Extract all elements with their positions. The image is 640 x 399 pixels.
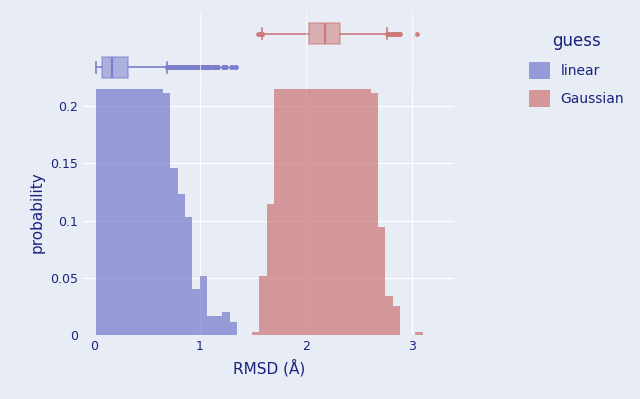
Bar xyxy=(356,0,363,335)
Bar xyxy=(415,332,422,335)
Bar xyxy=(148,0,156,335)
Bar xyxy=(363,0,371,335)
Bar xyxy=(193,289,200,335)
Bar xyxy=(111,0,118,335)
Bar xyxy=(163,93,170,335)
Bar xyxy=(133,0,140,335)
Bar xyxy=(103,0,111,335)
X-axis label: RMSD (Å): RMSD (Å) xyxy=(233,359,305,376)
Bar xyxy=(222,312,230,335)
Bar xyxy=(333,0,341,335)
Bar xyxy=(371,93,378,335)
Bar xyxy=(177,194,185,335)
Bar xyxy=(214,316,222,335)
Bar xyxy=(207,316,214,335)
PathPatch shape xyxy=(102,57,129,78)
Bar xyxy=(326,0,333,335)
Bar xyxy=(378,227,385,335)
Bar xyxy=(200,276,207,335)
Bar xyxy=(267,204,274,335)
Y-axis label: probability: probability xyxy=(30,171,45,253)
Bar xyxy=(125,0,133,335)
Bar xyxy=(296,0,304,335)
Bar xyxy=(185,217,193,335)
PathPatch shape xyxy=(309,23,340,44)
Bar xyxy=(311,0,319,335)
Bar xyxy=(118,0,125,335)
Bar xyxy=(304,0,311,335)
Bar xyxy=(156,0,163,335)
Bar xyxy=(230,322,237,335)
Bar xyxy=(96,0,103,335)
Bar xyxy=(140,0,148,335)
Bar xyxy=(341,0,348,335)
Bar xyxy=(252,332,259,335)
Bar xyxy=(393,306,400,335)
Bar xyxy=(259,276,267,335)
Bar xyxy=(385,296,393,335)
Bar xyxy=(289,0,296,335)
Bar xyxy=(348,0,356,335)
Bar xyxy=(282,0,289,335)
Bar xyxy=(170,168,177,335)
Bar xyxy=(319,0,326,335)
Legend: linear, Gaussian: linear, Gaussian xyxy=(523,27,630,112)
Bar xyxy=(274,31,282,335)
